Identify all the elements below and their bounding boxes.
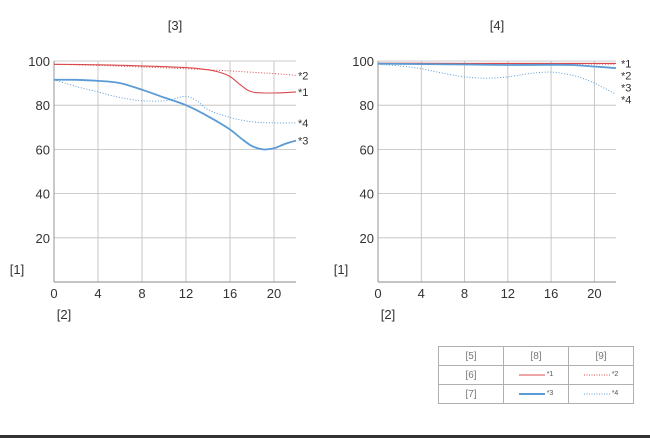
series-end-label: *3 [621, 82, 631, 94]
y-tick-label: 100 [28, 54, 50, 69]
legend-row-label: [6] [438, 365, 504, 385]
series-line-mtf3 [377, 62, 617, 69]
y-tick-label: 40 [360, 187, 374, 202]
legend-dotted-label: *4 [611, 390, 619, 397]
y-tick-label: 20 [36, 231, 50, 246]
series-end-label: *2 [298, 70, 308, 82]
legend-row-label: [7] [438, 384, 504, 404]
x-tick-label: 16 [544, 286, 558, 301]
legend-solid-cell: *1 [503, 365, 569, 385]
x-tick-label: 4 [418, 286, 425, 301]
legend-row: [6] *1 *2 [438, 365, 634, 385]
x-axis-label: [2] [57, 307, 71, 322]
legend-header-row: [5] [8] [9] [438, 346, 634, 366]
x-tick-label: 8 [461, 286, 468, 301]
series-line-mtf4 [377, 63, 617, 95]
x-tick-label: 12 [501, 286, 515, 301]
series-end-label: *4 [298, 118, 308, 130]
x-tick-label: 16 [223, 286, 237, 301]
x-tick-label: 4 [94, 286, 101, 301]
y-tick-label: 80 [36, 98, 50, 113]
x-tick-label: 20 [587, 286, 601, 301]
series-end-label: *2 [621, 70, 631, 82]
series-end-label: *3 [298, 136, 308, 148]
y-tick-label: 60 [36, 142, 50, 157]
chart-title: [4] [490, 18, 504, 33]
legend-row: [7] *3 *4 [438, 384, 634, 404]
y-axis-label: [1] [10, 262, 24, 277]
y-tick-label: 60 [360, 142, 374, 157]
y-tick-label: 80 [360, 98, 374, 113]
y-tick-label: 20 [360, 231, 374, 246]
series-end-label: *4 [621, 94, 631, 106]
x-tick-label: 0 [50, 286, 57, 301]
x-tick-label: 0 [374, 286, 381, 301]
legend-solid-red-swatch [518, 374, 545, 375]
legend-solid-blue-swatch [518, 392, 545, 395]
legend-dotted-blue-swatch [583, 393, 610, 394]
chart-panel: 20 40 60 80 100 0 4 8 12 16 20 [4] [1] [2] *1*2*3*4 [334, 18, 632, 322]
series-end-label: *1 [298, 87, 308, 99]
y-tick-label: 100 [352, 54, 374, 69]
legend-dotted-red-swatch [583, 374, 610, 375]
series-line-mtf4 [53, 79, 297, 124]
y-axis-label: [1] [334, 262, 348, 277]
y-tick-label: 40 [36, 187, 50, 202]
legend-dotted-cell: *4 [568, 384, 634, 404]
bottom-rule [0, 435, 650, 438]
legend-dotted-label: *2 [611, 371, 619, 378]
series-end-label: *1 [621, 58, 631, 70]
legend-header-cell: [5] [438, 346, 504, 366]
legend-solid-label: *1 [546, 371, 554, 378]
x-tick-label: 20 [267, 286, 281, 301]
legend-solid-cell: *3 [503, 384, 569, 404]
legend-header-cell: [8] [503, 346, 569, 366]
chart-panel: 20 40 60 80 100 0 4 8 12 16 20 [3] [1] [2] *2 *1 *4 *3 [10, 18, 309, 322]
legend-dotted-cell: *2 [568, 365, 634, 385]
series-line-mtf1 [53, 63, 297, 94]
chart-title: [3] [168, 18, 182, 33]
legend-table: [5] [8] [9] [6] *1 *2 [7] *3 [438, 346, 634, 404]
x-axis-label: [2] [381, 307, 395, 322]
legend-header-cell: [9] [568, 346, 634, 366]
series-line-mtf2 [53, 63, 297, 76]
legend-solid-label: *3 [546, 390, 554, 397]
x-tick-label: 12 [179, 286, 193, 301]
x-tick-label: 8 [138, 286, 145, 301]
series-line-mtf3 [53, 78, 297, 151]
